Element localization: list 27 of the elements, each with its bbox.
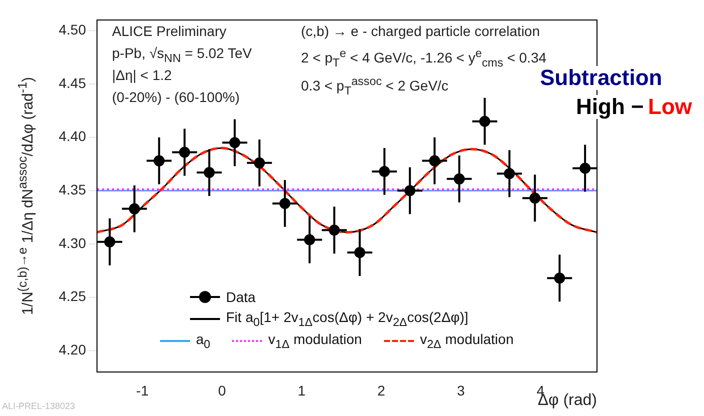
y-tick-label: 4.35 <box>58 182 86 198</box>
x-tick-label: 2 <box>377 382 386 398</box>
legend-label: Fit a$_{0}$[1+ 2v$_{1Δ}$cos(Δφ) + 2v$_{2Δ}$cos(2Δφ)] <box>226 309 468 329</box>
y-tick-label: 4.45 <box>58 74 86 91</box>
y-tick-label: 4.20 <box>58 342 86 358</box>
annotation: |Δη| < 1.2 <box>112 67 172 84</box>
annotation: p-Pb, √s$_{NN}$ = 5.02 TeV <box>112 45 252 66</box>
legend-label: v$_{1Δ}$ modulation <box>268 331 362 351</box>
y-tick-label: 4.50 <box>58 22 86 38</box>
x-tick-label: 3 <box>456 382 465 398</box>
text: Low <box>648 94 692 120</box>
text: ALI-PREL-138023 <box>2 401 76 412</box>
legend-label: v$_{2Δ}$ modulation <box>420 331 514 351</box>
annotation: ALICE Preliminary <box>112 23 226 40</box>
legend-label: a$_{0}$ <box>196 331 210 351</box>
x-tick-label: 1 <box>298 382 306 398</box>
annotation: (0-20%) - (60-100%) <box>112 89 240 106</box>
x-tick-label: 0 <box>218 382 226 398</box>
annotation: Subtraction <box>540 65 662 90</box>
legend-label: Data <box>226 289 256 305</box>
x-tick-label: -1 <box>136 382 149 398</box>
y-tick-label: 4.30 <box>58 234 86 251</box>
annotation: 0.3 < p$_{T}$$^{assoc}$ < 2 GeV/c <box>301 75 448 98</box>
y-tick-label: 4.40 <box>58 128 86 144</box>
y-tick-label: 4.25 <box>58 288 86 304</box>
annotation: High − <box>576 94 644 120</box>
annotation: (c,b) → e - charged particle correlation <box>301 23 540 40</box>
